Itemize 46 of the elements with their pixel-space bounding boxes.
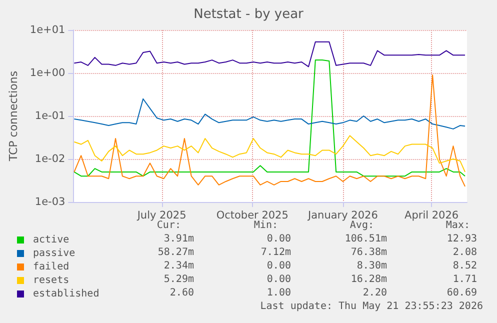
- text: Min:: [254, 220, 278, 231]
- text: Avg:: [350, 220, 374, 231]
- x-tick-label: July 2025: [136, 210, 186, 222]
- y-tick-label: 1e+00: [30, 67, 66, 79]
- text: 0.00: [266, 234, 291, 244]
- text: 2.60: [170, 288, 194, 298]
- x-tick-label: January 2026: [307, 210, 378, 222]
- legend-label: passive: [33, 248, 76, 259]
- line-series: [74, 60, 466, 177]
- line-series: [74, 135, 466, 172]
- text: 2.08: [452, 247, 477, 258]
- line-series: [74, 98, 466, 130]
- x-tick-label: October 2025: [216, 210, 288, 222]
- text: 16.28m: [350, 274, 387, 285]
- text: Max:: [446, 220, 470, 231]
- text: 8.52: [452, 260, 477, 272]
- text: 8.30m: [356, 260, 387, 272]
- text: Last update: Thu May 21 23:55:23 2026: [260, 301, 483, 312]
- text: 2.34m: [164, 260, 194, 272]
- y-axis-title: TCP connections: [7, 70, 20, 162]
- text: 106.51m: [344, 234, 387, 244]
- text: 2.20: [362, 288, 387, 298]
- text: 1.71: [452, 274, 477, 285]
- y-tick-label: 1e+01: [30, 24, 66, 36]
- text: 1.00: [266, 288, 291, 298]
- legend-label: failed: [33, 262, 70, 272]
- text: 0.00: [266, 274, 291, 285]
- text: 0.00: [266, 260, 291, 272]
- chart-title: Netstat - by year: [194, 7, 304, 22]
- text: 58.27m: [158, 247, 194, 258]
- text: 60.69: [446, 288, 477, 298]
- legend-label: established: [33, 288, 100, 300]
- text: Cur:: [156, 220, 181, 231]
- y-tick-label: 1e-01: [34, 110, 66, 122]
- text: 7.12m: [260, 247, 291, 258]
- text: 76.38m: [350, 247, 387, 258]
- y-tick-label: 1e-03: [34, 196, 66, 208]
- text: 5.29m: [164, 274, 194, 285]
- legend-label: active: [33, 234, 70, 246]
- legend-label: resets: [33, 275, 70, 286]
- y-tick-label: 1e-02: [34, 153, 66, 165]
- text: 3.91m: [164, 234, 194, 244]
- line-series: [74, 41, 466, 68]
- text: 12.93: [446, 234, 477, 244]
- x-tick-label: April 2026: [404, 210, 459, 222]
- line-series: [74, 74, 466, 187]
